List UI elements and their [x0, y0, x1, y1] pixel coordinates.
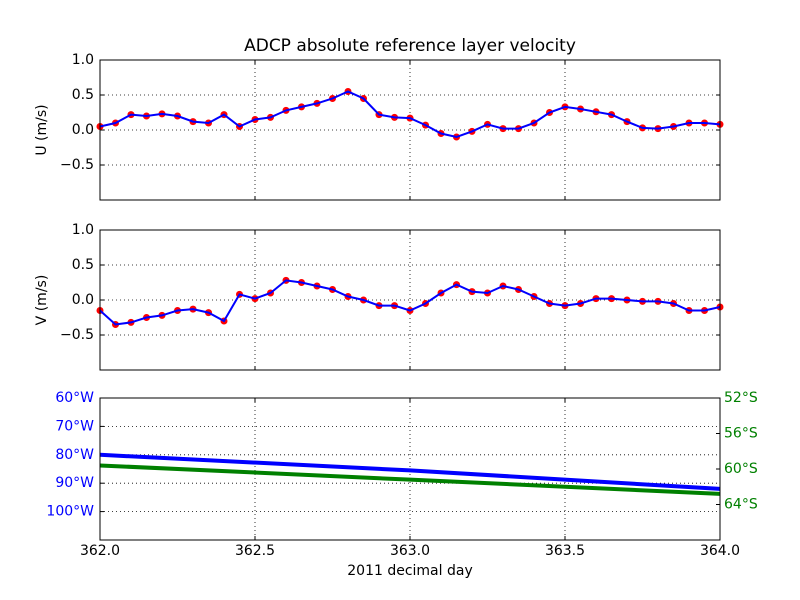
y-tick-label: 100°W: [46, 504, 94, 520]
y-tick-label: 80°W: [55, 447, 94, 463]
y-tick-label: 90°W: [55, 475, 94, 491]
y-tick-label: 60°W: [55, 390, 94, 406]
y-axis-label: U (m/s): [34, 104, 50, 155]
x-tick-label: 362.0: [80, 543, 120, 559]
y-tick-label: 1.0: [72, 222, 94, 238]
x-axis-label: 2011 decimal day: [347, 563, 472, 579]
y-tick-label: 0.0: [72, 292, 94, 308]
y-tick-label: 1.0: [72, 52, 94, 68]
data-line: [99, 279, 721, 326]
data-line: [99, 452, 721, 491]
y2-tick-label: 52°S: [724, 390, 758, 406]
y2-tick-label: 56°S: [724, 426, 758, 442]
x-tick-label: 363.5: [545, 543, 585, 559]
axes-frame: [99, 59, 721, 201]
x-tick-label: 363.0: [390, 543, 430, 559]
chart-title: ADCP absolute reference layer velocity: [244, 36, 576, 56]
x-tick-label: 364.0: [700, 543, 740, 559]
data-line: [99, 90, 721, 139]
axes-frame: [99, 229, 721, 371]
y-tick-label: 70°W: [55, 418, 94, 434]
y2-tick-label: 64°S: [724, 497, 758, 513]
data-line: [99, 463, 721, 496]
y-tick-label: 0.5: [72, 87, 94, 103]
y-tick-label: 0.5: [72, 257, 94, 273]
y2-tick-label: 60°S: [724, 461, 758, 477]
y-tick-label: −0.5: [60, 157, 94, 173]
x-tick-label: 362.5: [235, 543, 275, 559]
y-tick-label: −0.5: [60, 327, 94, 343]
y-tick-label: 0.0: [72, 122, 94, 138]
y-axis-label: V (m/s): [34, 275, 50, 326]
axes-frame: [99, 397, 721, 541]
